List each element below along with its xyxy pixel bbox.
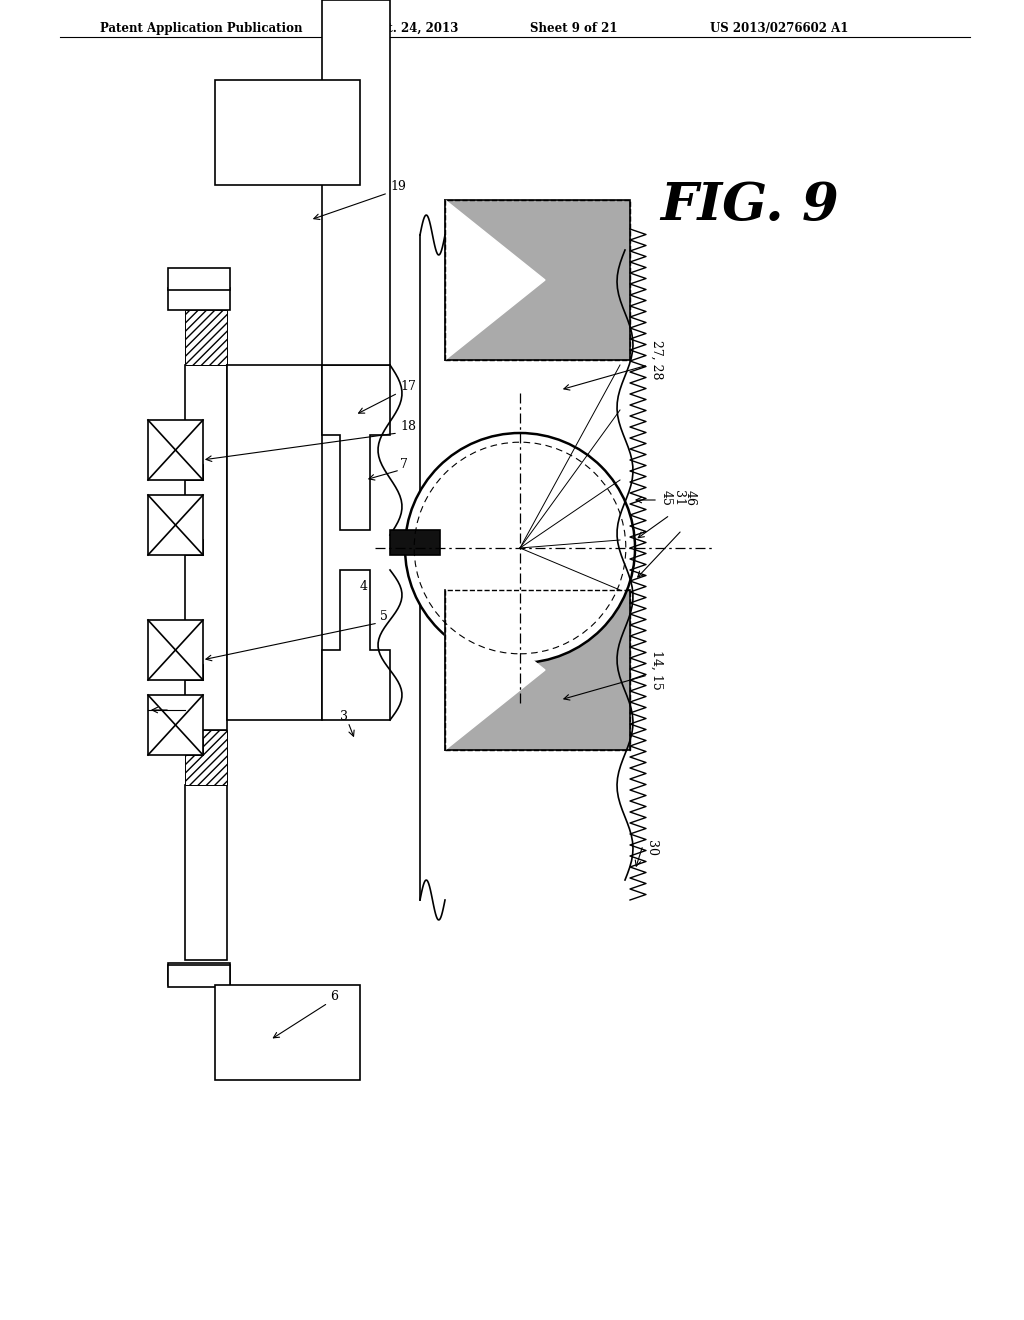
Text: 46: 46	[684, 490, 697, 506]
Text: Patent Application Publication: Patent Application Publication	[100, 22, 302, 36]
Polygon shape	[322, 366, 390, 531]
Text: US 2013/0276602 A1: US 2013/0276602 A1	[710, 22, 848, 36]
Text: 19: 19	[390, 180, 406, 193]
Text: 45: 45	[660, 490, 673, 506]
Bar	[168, 965, 230, 987]
Bar	[227, 366, 322, 719]
Text: 18: 18	[400, 420, 416, 433]
Text: 7: 7	[400, 458, 408, 471]
Text: 5: 5	[380, 610, 388, 623]
Bar	[148, 420, 203, 480]
Bar	[445, 201, 630, 360]
Text: Sheet 9 of 21: Sheet 9 of 21	[530, 22, 617, 36]
Polygon shape	[445, 590, 545, 750]
Text: 27, 28: 27, 28	[650, 341, 663, 380]
Text: 6: 6	[330, 990, 338, 1003]
Bar	[185, 785, 227, 960]
Polygon shape	[445, 201, 545, 360]
Bar	[168, 964, 230, 985]
Text: 30: 30	[645, 840, 658, 855]
Polygon shape	[322, 570, 390, 719]
Text: 14, 15: 14, 15	[650, 649, 663, 690]
Bar	[185, 664, 203, 680]
Bar	[148, 495, 203, 554]
Bar	[445, 590, 630, 750]
Text: 4: 4	[360, 579, 368, 593]
Text: 3: 3	[340, 710, 348, 723]
Text: 31: 31	[672, 490, 685, 506]
Bar	[215, 985, 360, 1080]
Bar	[148, 696, 203, 755]
Bar	[185, 310, 227, 366]
Bar	[168, 268, 230, 290]
Bar	[168, 288, 230, 310]
Text: FIG. 9: FIG. 9	[660, 180, 839, 231]
Text: 17: 17	[400, 380, 416, 393]
Text: Oct. 24, 2013: Oct. 24, 2013	[370, 22, 459, 36]
Bar	[322, 0, 390, 366]
Bar	[445, 201, 630, 360]
Bar	[390, 531, 440, 554]
Bar	[445, 590, 630, 750]
Bar	[185, 739, 203, 755]
Bar	[215, 81, 360, 185]
Bar	[148, 620, 203, 680]
Bar	[185, 730, 227, 785]
Bar	[185, 366, 227, 730]
Circle shape	[406, 433, 635, 663]
Bar	[185, 465, 203, 480]
Bar	[185, 539, 203, 554]
